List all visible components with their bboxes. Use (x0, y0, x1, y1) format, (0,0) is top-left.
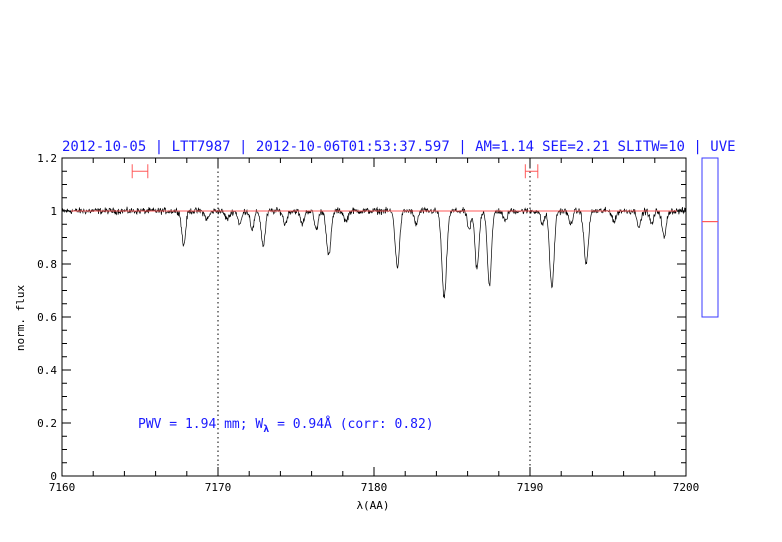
header-arm: UVE (710, 139, 735, 155)
continuum-window-1 (131, 164, 149, 179)
side-indicator (701, 157, 719, 318)
y-tick-label-0.2: 0.2 (37, 417, 57, 430)
header-sep-1: | (146, 139, 171, 155)
continuum-window-markers (131, 164, 539, 179)
x-tick-label-7160: 7160 (49, 481, 76, 494)
pwv-annotation-suffix: = 0.94Å (corr: 0.82) (269, 416, 433, 432)
pwv-annotation-subscript: λ (263, 424, 269, 435)
header-sep-4: | (685, 139, 710, 155)
y-tick-label-1.2: 1.2 (37, 152, 57, 165)
continuum-window-2 (524, 164, 539, 179)
y-tick-label-0.4: 0.4 (37, 364, 57, 377)
y-tick-label-0.8: 0.8 (37, 258, 57, 271)
header-timestamp: 2012-10-06T01:53:37.597 (256, 139, 450, 155)
y-tick-label-0.6: 0.6 (37, 311, 57, 324)
pwv-annotation: PWV = 1.94 mm; Wλ = 0.94Å (corr: 0.82) (138, 416, 434, 435)
x-tick-label-7170: 7170 (205, 481, 232, 494)
header-airmass: AM=1.14 (475, 139, 534, 155)
spectrum-line (61, 206, 687, 299)
reference-lines (217, 158, 531, 476)
spectrum-series (61, 206, 687, 299)
x-axis-title: λ(AA) (356, 499, 389, 512)
side-indicator-box (701, 157, 719, 318)
header-seeing: SEE=2.21 (542, 139, 609, 155)
header-date: 2012-10-05 (62, 139, 146, 155)
axes: 7160 7170 7180 7190 7200 0 0.2 0.4 0.6 0.8 1 1.2 (37, 152, 699, 494)
y-tick-label-0: 0 (50, 470, 57, 483)
x-tick-label-7200: 7200 (673, 481, 700, 494)
x-tick-label-7190: 7190 (517, 481, 544, 494)
header-slit: SLITW=10 (618, 139, 685, 155)
header-sep-2: | (231, 139, 256, 155)
pwv-annotation-prefix: PWV = 1.94 mm; W (138, 417, 263, 432)
header-text: 2012-10-05 | LTT7987 | 2012-10-06T01:53:… (62, 139, 736, 155)
header-star: LTT7987 (172, 139, 231, 155)
header-sep-3: | (450, 139, 475, 155)
y-tick-label-1: 1 (50, 205, 57, 218)
y-axis-title: norm. flux (14, 285, 27, 352)
x-tick-label-7180: 7180 (361, 481, 388, 494)
